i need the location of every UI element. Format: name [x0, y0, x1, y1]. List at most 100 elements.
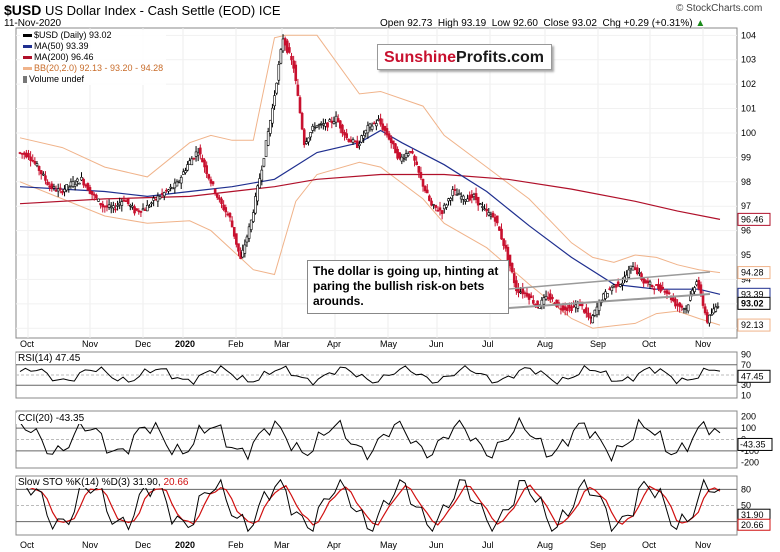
- cci-value-tag: -43.35: [740, 439, 766, 449]
- rsi-tick-label: 30: [741, 380, 751, 390]
- price-candle: [317, 123, 321, 130]
- price-candle: [674, 296, 677, 309]
- annotation-box: The dollar is going up, hinting at parin…: [307, 260, 509, 314]
- price-candle: [177, 179, 181, 184]
- y-tick-label: 97: [741, 201, 751, 211]
- price-candle: [642, 278, 645, 288]
- price-candle: [235, 233, 238, 248]
- price-candle: [97, 198, 100, 202]
- rsi-tick-label: 90: [741, 350, 751, 360]
- price-candle: [629, 265, 633, 274]
- close-tag: 93.02: [737, 296, 771, 310]
- price-candle: [389, 135, 393, 149]
- price-candle: [678, 301, 681, 313]
- price-candle: [143, 207, 147, 211]
- price-candle: [50, 181, 54, 192]
- y-tick-label: 96: [741, 226, 751, 236]
- price-candle: [145, 200, 149, 212]
- price-candle: [345, 128, 348, 140]
- price-candle: [655, 283, 658, 286]
- price-candle: [182, 168, 185, 175]
- price-candle: [474, 187, 478, 204]
- price-candle: [498, 226, 501, 231]
- price-candle: [491, 210, 495, 218]
- price-candle: [52, 183, 56, 191]
- cci-value-tag-box: [737, 437, 773, 451]
- svg-text:94.28: 94.28: [741, 268, 764, 278]
- price-candle: [190, 156, 194, 166]
- price-candle: [523, 290, 527, 298]
- price-candle: [672, 293, 675, 303]
- price-candle: [619, 283, 622, 288]
- price-candle: [288, 42, 291, 54]
- rsi-line: [19, 365, 721, 386]
- price-candle: [703, 303, 707, 316]
- cci-label: CCI(20) -43.35: [16, 413, 87, 424]
- price-candle: [442, 202, 446, 214]
- y-tick-label: 98: [741, 177, 751, 187]
- x-tick-label: Nov: [82, 540, 99, 550]
- price-candle: [256, 184, 259, 206]
- price-candle: [527, 293, 531, 305]
- price-candle: [137, 208, 141, 215]
- price-candle: [322, 118, 325, 130]
- price-candle: [173, 178, 177, 194]
- x-tick-label: Dec: [135, 540, 152, 550]
- price-candle: [167, 188, 170, 194]
- price-candle: [368, 122, 372, 132]
- price-candle: [468, 191, 471, 202]
- price-candle: [684, 305, 688, 314]
- price-candle: [551, 294, 554, 302]
- price-candle: [188, 157, 191, 165]
- price-candle: [260, 165, 264, 186]
- price-candle: [92, 192, 96, 201]
- price-candle: [22, 151, 26, 160]
- price-candle: [650, 284, 654, 290]
- price-candle: [604, 289, 607, 301]
- price-candle: [258, 173, 261, 189]
- x-tick-label: May: [380, 540, 398, 550]
- price-candle: [355, 135, 359, 149]
- price-candle: [423, 185, 427, 194]
- price-candle: [20, 152, 24, 159]
- y-tick-label: 103: [741, 55, 756, 65]
- price-candle: [428, 194, 431, 202]
- price-candle: [101, 200, 105, 213]
- price-candle: [362, 130, 365, 143]
- x-tick-label: Sep: [590, 339, 606, 349]
- price-candle: [88, 184, 92, 195]
- price-candle: [326, 122, 329, 132]
- price-candle: [129, 203, 132, 211]
- ma200-line: [19, 173, 721, 220]
- x-tick-label: Oct: [20, 540, 35, 550]
- price-candle: [31, 154, 35, 163]
- price-candle: [114, 203, 117, 213]
- legend-price: $USD (Daily) 93.02: [23, 30, 163, 41]
- price-candle: [565, 304, 569, 316]
- price-candle: [120, 198, 124, 212]
- x-tick-label: Jun: [429, 339, 444, 349]
- price-candle: [285, 38, 289, 55]
- price-candle: [370, 122, 374, 132]
- price-candle: [307, 137, 310, 146]
- price-candle: [358, 140, 361, 150]
- price-candle: [343, 129, 346, 141]
- price-candle: [394, 142, 397, 154]
- price-candle: [483, 204, 486, 211]
- price-candle: [105, 200, 109, 212]
- price-candle: [27, 149, 30, 160]
- instrument-name: US Dollar Index - Cash Settle (EOD): [44, 3, 256, 18]
- price-candle: [627, 265, 631, 279]
- x-tick-label: Mar: [274, 339, 290, 349]
- price-candle: [239, 247, 242, 260]
- price-candle: [171, 187, 175, 190]
- price-candle: [631, 262, 635, 271]
- y-tick-label: 101: [741, 104, 756, 114]
- price-candle: [415, 156, 418, 166]
- price-candle: [78, 182, 81, 185]
- price-candle: [712, 303, 715, 315]
- price-candle: [481, 201, 484, 212]
- price-candle: [379, 113, 382, 127]
- y-tick-label: 100: [741, 128, 756, 138]
- price-candle: [305, 137, 308, 145]
